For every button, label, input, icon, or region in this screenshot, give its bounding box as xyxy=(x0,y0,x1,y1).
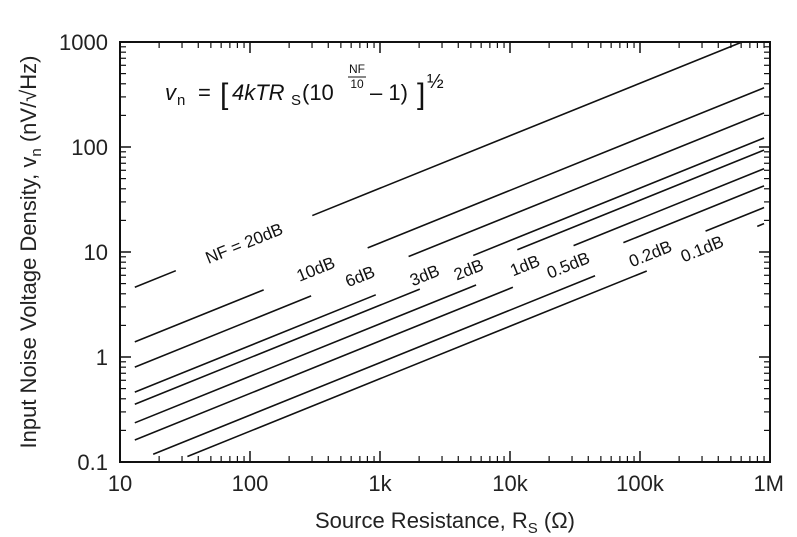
series-label: 2dB xyxy=(451,255,486,284)
formula: v n = [ 4kTR S (10 NF 10 – 1) ] ½ xyxy=(165,62,444,111)
series-label: 1dB xyxy=(507,251,542,280)
series-label: 0.1dB xyxy=(678,232,726,266)
series-line xyxy=(408,112,765,258)
formula-base: (10 xyxy=(302,80,334,105)
series-label: NF = 20dB xyxy=(203,219,286,267)
series-line xyxy=(573,167,765,247)
formula-equals: = xyxy=(198,80,211,105)
series-line xyxy=(705,206,765,232)
series-label: 0.2dB xyxy=(626,237,674,271)
x-tick-label: 1k xyxy=(368,471,392,496)
series-line xyxy=(134,289,264,343)
formula-lhs-sub: n xyxy=(177,92,185,109)
series-line xyxy=(134,284,477,424)
x-tick-label: 100k xyxy=(616,471,665,496)
series-label: 6dB xyxy=(342,262,377,291)
series-line xyxy=(756,222,765,228)
formula-body: 4kTR xyxy=(232,80,285,105)
x-tick-label: 100 xyxy=(232,471,269,496)
formula-power: ½ xyxy=(427,71,444,93)
series-line xyxy=(623,185,765,244)
formula-exponent-num: NF xyxy=(349,62,365,76)
series-label: 10dB xyxy=(294,253,338,285)
formula-exponent-den: 10 xyxy=(350,77,364,91)
series-lines xyxy=(134,41,765,458)
series-label: 3dB xyxy=(407,261,442,290)
y-tick-label: 1000 xyxy=(59,30,108,55)
series-line xyxy=(472,137,765,257)
series-line xyxy=(187,270,648,458)
x-tick-label: 10k xyxy=(492,471,528,496)
series-line xyxy=(517,149,765,251)
formula-lhs: v xyxy=(165,80,178,105)
series-line xyxy=(134,288,421,405)
y-tick-label: 0.1 xyxy=(77,450,108,475)
series-label: 0.5dB xyxy=(544,248,592,282)
formula-close-bracket: ] xyxy=(417,78,425,111)
x-axis-title: Source Resistance, RS (Ω) xyxy=(315,508,575,537)
series-line xyxy=(134,269,177,288)
series-line xyxy=(134,294,377,393)
y-tick-label: 100 xyxy=(71,135,108,160)
series-line xyxy=(134,295,312,368)
series-line xyxy=(152,275,596,455)
formula-tail: – 1) xyxy=(370,80,408,105)
series-line xyxy=(367,87,765,249)
series-line xyxy=(134,286,514,441)
x-tick-label: 1M xyxy=(753,471,784,496)
y-tick-label: 1 xyxy=(96,345,108,370)
y-tick-label: 10 xyxy=(84,240,108,265)
series-line xyxy=(312,41,742,217)
formula-body-sub: S xyxy=(291,92,301,109)
y-axis-title: Input Noise Voltage Density, vn (nV/√Hz) xyxy=(16,56,45,449)
x-tick-label: 10 xyxy=(108,471,132,496)
tick-labels: 10 100 1k 10k 100k 1M 0.1 1 10 100 1000 xyxy=(59,30,784,496)
formula-open-bracket: [ xyxy=(220,78,229,111)
